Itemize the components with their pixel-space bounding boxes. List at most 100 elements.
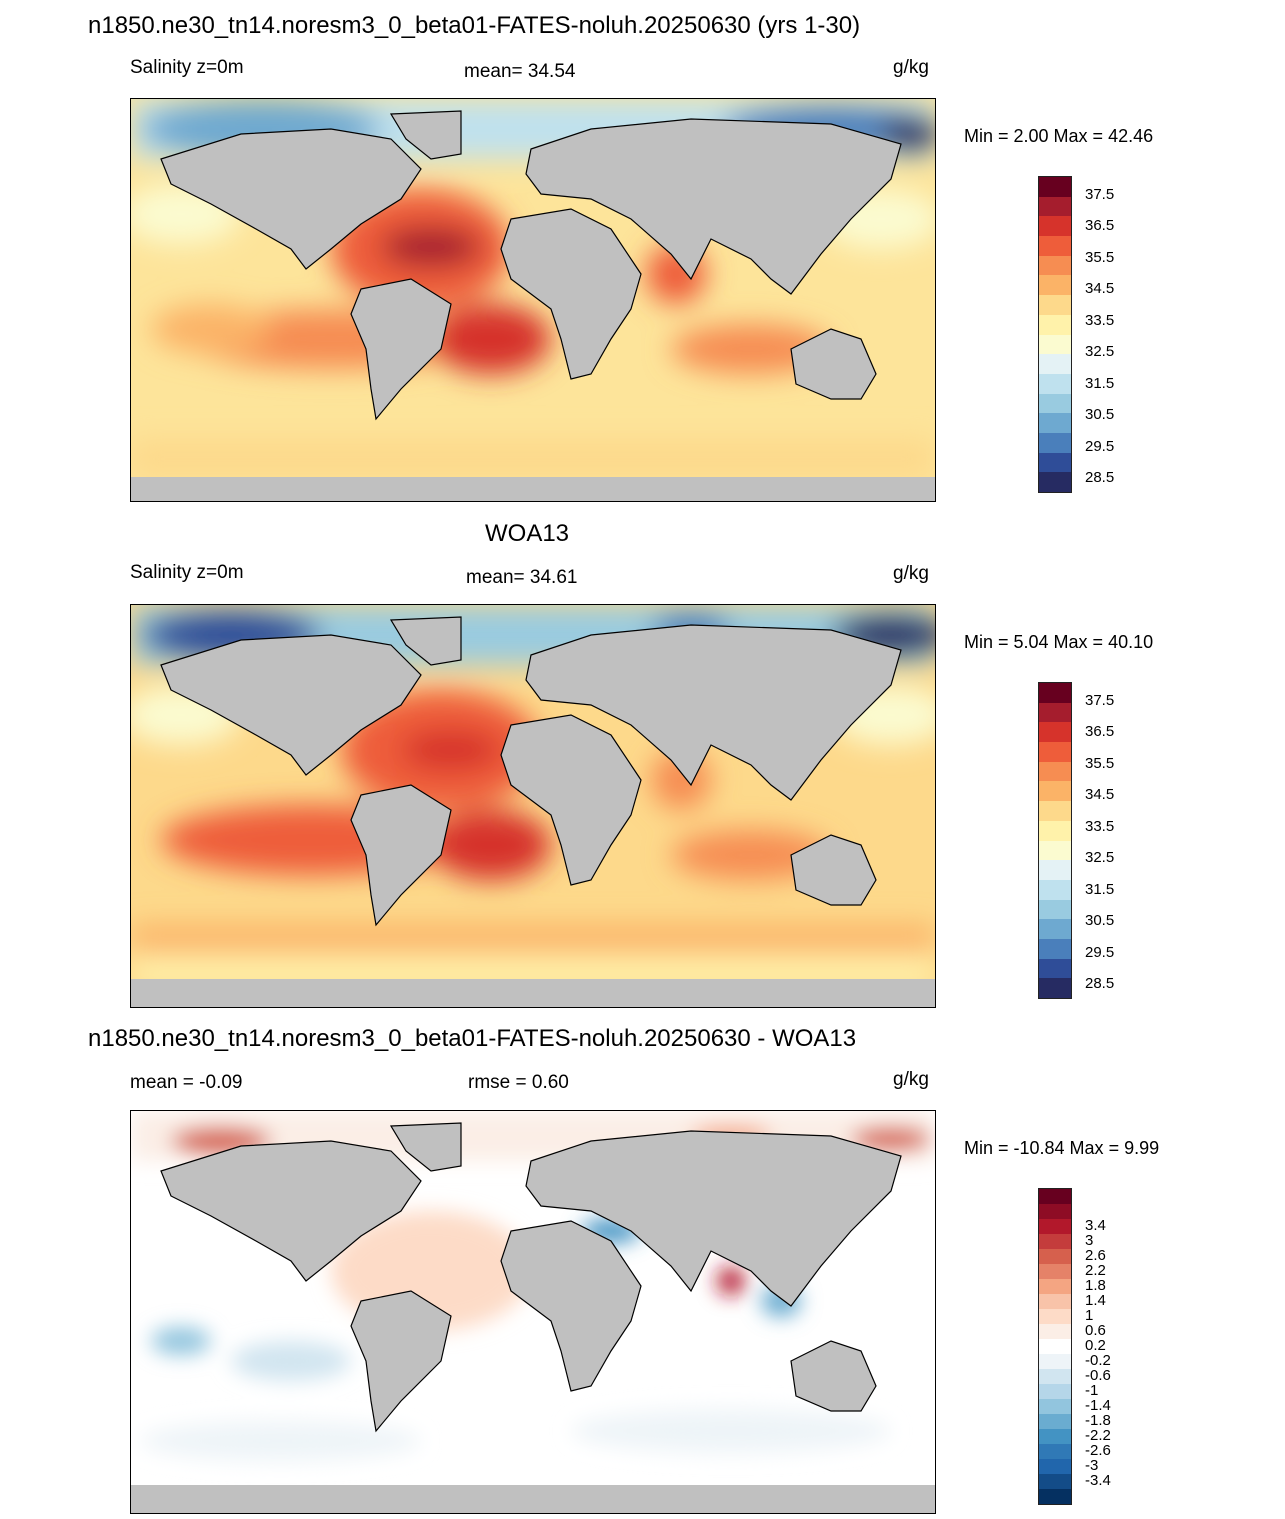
colorbar-swatch [1039, 820, 1071, 841]
colorbar-swatch [1039, 314, 1071, 335]
colorbar-swatch [1039, 354, 1071, 374]
panel1-units-label: g/kg [893, 57, 929, 78]
colorbar-swatch [1039, 413, 1071, 433]
panel3-mean-label: mean = -0.09 [130, 1072, 243, 1093]
colorbar-tick-label: 29.5 [1085, 943, 1115, 961]
colorbar-tick-label: 35.5 [1085, 754, 1115, 772]
colorbar-tick-label: 1 [1085, 1306, 1094, 1324]
colorbar-swatch [1039, 1249, 1071, 1264]
panel1-variable-label: Salinity z=0m [130, 57, 244, 78]
colorbar-swatch [1039, 1204, 1071, 1219]
panel3-title: n1850.ne30_tn14.noresm3_0_beta01-FATES-n… [88, 1025, 857, 1052]
panel2-minmax-label: Min = 5.04 Max = 40.10 [964, 632, 1154, 652]
colorbar-swatch [1039, 761, 1071, 782]
colorbar-swatch [1039, 899, 1071, 920]
panel1-colorbar [1038, 176, 1072, 493]
colorbar-tick-label: 37.5 [1085, 185, 1115, 203]
colorbar-swatch [1039, 295, 1071, 315]
panel2-variable-label: Salinity z=0m [130, 562, 244, 583]
colorbar-swatch [1039, 177, 1071, 197]
panel1-title: n1850.ne30_tn14.noresm3_0_beta01-FATES-n… [88, 12, 861, 39]
colorbar-swatch [1039, 1444, 1071, 1459]
colorbar-tick-label: 33.5 [1085, 311, 1115, 329]
colorbar-tick-label: 36.5 [1085, 217, 1115, 235]
panel2-title: WOA13 [485, 520, 570, 547]
panel3-minmax-label: Min = -10.84 Max = 9.99 [964, 1138, 1160, 1158]
colorbar-swatch [1039, 1189, 1071, 1204]
colorbar-tick-label: -1 [1085, 1381, 1099, 1399]
panel2-units-label: g/kg [893, 563, 929, 584]
colorbar-swatch [1039, 373, 1071, 394]
colorbar-tick-label: 28.5 [1085, 469, 1115, 487]
colorbar-swatch [1039, 1429, 1071, 1444]
colorbar-swatch [1039, 1339, 1071, 1354]
colorbar-swatch [1039, 879, 1071, 900]
colorbar-swatch [1039, 393, 1071, 414]
colorbar-tick-label: 29.5 [1085, 437, 1115, 455]
colorbar-tick-label: 2.6 [1085, 1246, 1106, 1264]
colorbar-tick-label: 28.5 [1085, 975, 1115, 993]
colorbar-tick-label: 3 [1085, 1231, 1094, 1249]
colorbar-swatch [1039, 452, 1071, 473]
colorbar-swatch [1039, 255, 1071, 276]
panel3-colorbar [1038, 1188, 1072, 1505]
colorbar-tick-label: 30.5 [1085, 406, 1115, 424]
colorbar-swatch [1039, 801, 1071, 821]
colorbar-swatch [1039, 216, 1071, 237]
colorbar-tick-label: -1.8 [1085, 1411, 1111, 1429]
colorbar-swatch [1039, 196, 1071, 217]
colorbar-tick-label: 32.5 [1085, 343, 1115, 361]
colorbar-swatch [1039, 683, 1071, 703]
colorbar-swatch [1039, 978, 1071, 998]
panel1-mean-label: mean= 34.54 [464, 61, 576, 82]
colorbar-tick-label: -1.4 [1085, 1396, 1111, 1414]
colorbar-swatch [1039, 1354, 1071, 1369]
colorbar-swatch [1039, 1369, 1071, 1384]
colorbar-tick-label: 36.5 [1085, 723, 1115, 741]
colorbar-tick-label: -3.4 [1085, 1471, 1111, 1489]
colorbar-tick-label: -2.2 [1085, 1426, 1111, 1444]
colorbar-swatch [1039, 1279, 1071, 1294]
panel3-difference-map [130, 1110, 936, 1514]
colorbar-swatch [1039, 1459, 1071, 1474]
colorbar-tick-label: 0.2 [1085, 1336, 1106, 1354]
colorbar-tick-label: -0.6 [1085, 1366, 1111, 1384]
colorbar-tick-label: 34.5 [1085, 280, 1115, 298]
colorbar-swatch [1039, 958, 1071, 979]
colorbar-tick-label: 2.2 [1085, 1261, 1106, 1279]
panel2-salinity-map [130, 604, 936, 1008]
colorbar-swatch [1039, 1219, 1071, 1234]
colorbar-tick-label: 3.4 [1085, 1216, 1106, 1234]
colorbar-tick-label: 33.5 [1085, 817, 1115, 835]
colorbar-swatch [1039, 1399, 1071, 1414]
colorbar-swatch [1039, 781, 1071, 802]
colorbar-swatch [1039, 275, 1071, 296]
colorbar-swatch [1039, 334, 1071, 355]
colorbar-swatch [1039, 1294, 1071, 1309]
colorbar-swatch [1039, 1264, 1071, 1279]
colorbar-swatch [1039, 1234, 1071, 1249]
colorbar-tick-label: 31.5 [1085, 880, 1115, 898]
colorbar-swatch [1039, 1414, 1071, 1429]
colorbar-tick-label: 1.4 [1085, 1291, 1106, 1309]
colorbar-swatch [1039, 742, 1071, 762]
colorbar-tick-label: 37.5 [1085, 691, 1115, 709]
colorbar-swatch [1039, 432, 1071, 453]
colorbar-swatch [1039, 236, 1071, 256]
colorbar-tick-label: -2.6 [1085, 1441, 1111, 1459]
colorbar-swatch [1039, 472, 1071, 492]
colorbar-tick-label: 1.8 [1085, 1276, 1106, 1294]
colorbar-swatch [1039, 702, 1071, 723]
colorbar-swatch [1039, 840, 1071, 861]
colorbar-tick-label: 30.5 [1085, 912, 1115, 930]
panel3-rmse-label: rmse = 0.60 [468, 1072, 569, 1093]
colorbar-swatch [1039, 860, 1071, 880]
colorbar-tick-label: 31.5 [1085, 374, 1115, 392]
colorbar-tick-label: 0.6 [1085, 1321, 1106, 1339]
colorbar-tick-label: 35.5 [1085, 248, 1115, 266]
colorbar-tick-label: 34.5 [1085, 786, 1115, 804]
colorbar-swatch [1039, 1324, 1071, 1339]
colorbar-swatch [1039, 1309, 1071, 1324]
colorbar-swatch [1039, 1384, 1071, 1399]
panel1-salinity-map [130, 98, 936, 502]
